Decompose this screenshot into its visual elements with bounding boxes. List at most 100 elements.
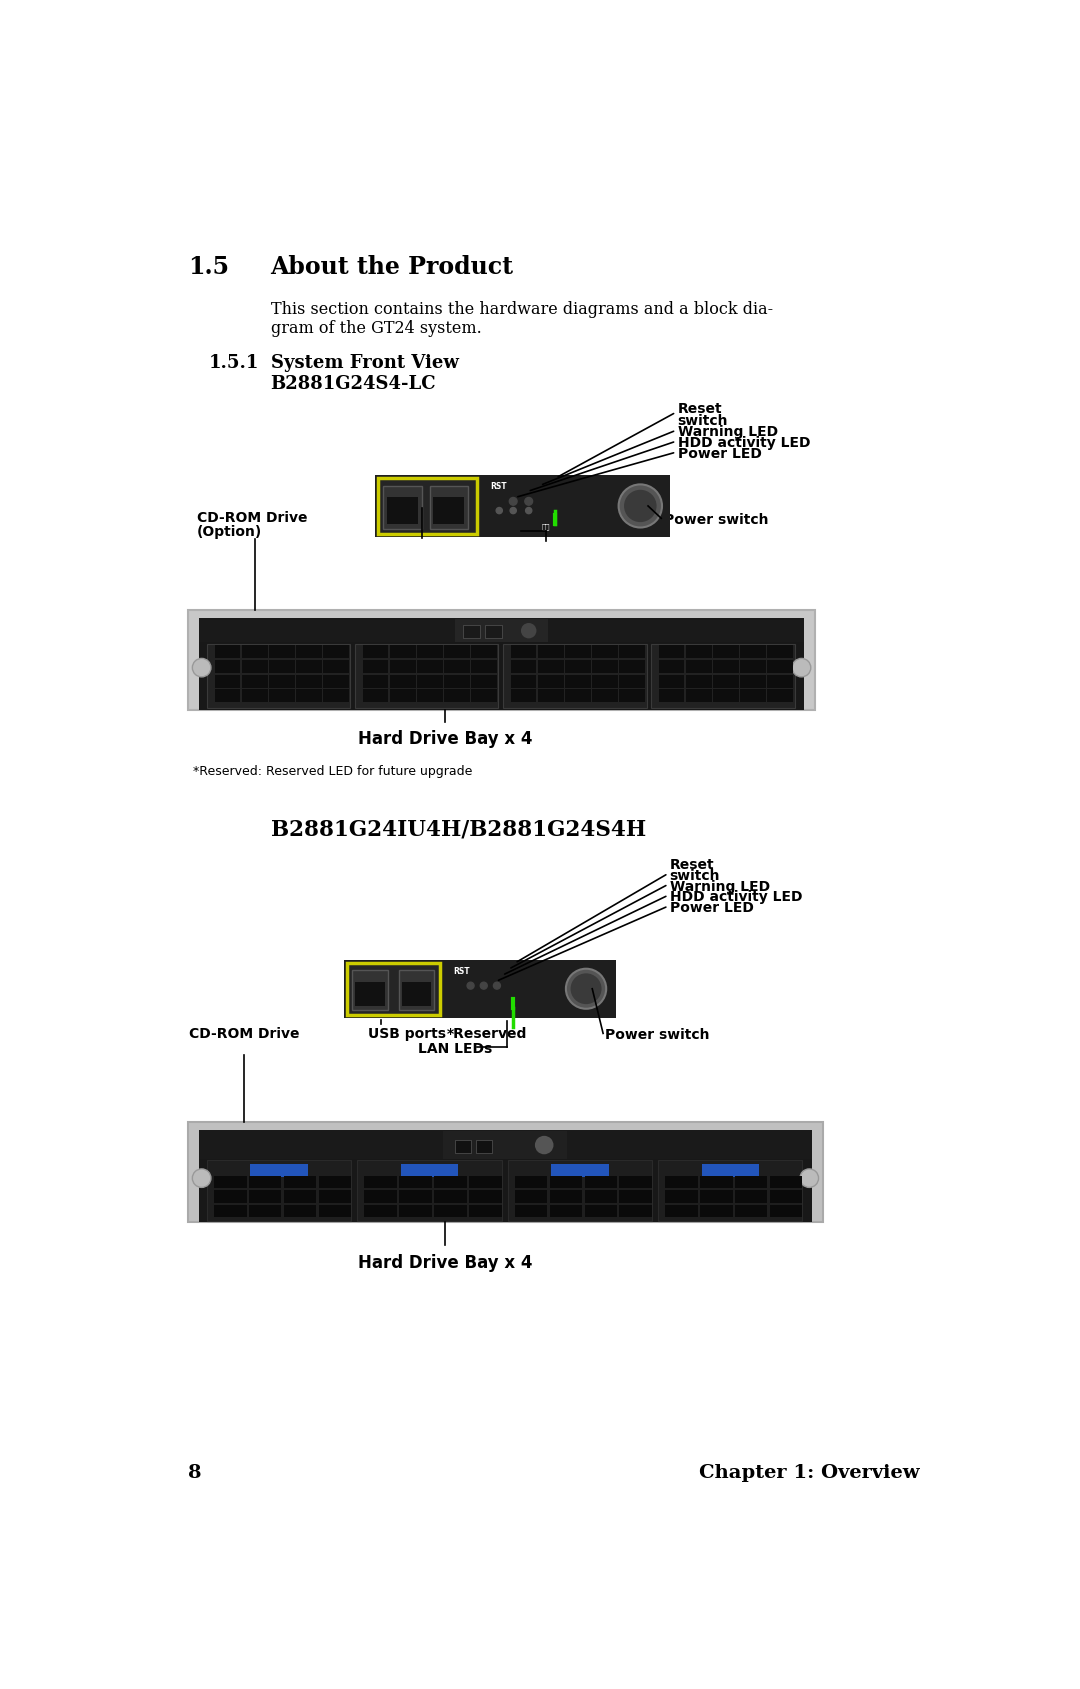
Bar xyxy=(363,676,389,687)
Bar xyxy=(347,964,440,1015)
Bar xyxy=(770,1206,802,1218)
Bar xyxy=(592,660,618,674)
Bar xyxy=(296,645,322,659)
Bar xyxy=(770,1191,802,1203)
Bar xyxy=(375,476,670,537)
Text: 1.5: 1.5 xyxy=(188,255,229,279)
Text: System Front View: System Front View xyxy=(271,353,459,372)
Bar xyxy=(551,1164,608,1177)
Bar xyxy=(740,660,766,674)
Circle shape xyxy=(535,1137,554,1155)
Bar xyxy=(323,689,349,703)
Text: Reset: Reset xyxy=(677,402,723,415)
Bar xyxy=(740,689,766,703)
Text: RST: RST xyxy=(490,481,507,491)
Bar xyxy=(444,1132,567,1159)
Bar xyxy=(200,1159,811,1223)
Text: Warning LED: Warning LED xyxy=(670,878,770,893)
Bar xyxy=(503,645,647,709)
Bar xyxy=(434,1176,467,1189)
Bar xyxy=(296,660,322,674)
Text: USB ports: USB ports xyxy=(367,1027,446,1040)
Circle shape xyxy=(510,508,516,515)
Bar xyxy=(363,645,389,659)
Bar xyxy=(434,1191,467,1203)
Bar xyxy=(363,689,389,703)
Bar xyxy=(355,983,384,1007)
Bar xyxy=(383,486,422,530)
Bar xyxy=(469,1176,501,1189)
Text: Hard Drive Bay x 4: Hard Drive Bay x 4 xyxy=(357,730,532,748)
Bar xyxy=(538,689,564,703)
Bar xyxy=(455,1140,471,1154)
Bar xyxy=(444,645,470,659)
Text: 1.5.1: 1.5.1 xyxy=(208,353,259,372)
Bar xyxy=(734,1191,768,1203)
Bar xyxy=(251,1164,308,1177)
Bar xyxy=(619,660,645,674)
Circle shape xyxy=(481,983,487,990)
Text: Power LED: Power LED xyxy=(670,900,754,914)
Bar xyxy=(200,1130,811,1159)
Text: gram of the GT24 system.: gram of the GT24 system. xyxy=(271,319,482,336)
Bar xyxy=(619,645,645,659)
Bar xyxy=(400,1176,432,1189)
Bar xyxy=(215,645,241,659)
Bar xyxy=(511,660,537,674)
Text: switch: switch xyxy=(670,868,720,882)
Bar xyxy=(686,660,712,674)
Bar xyxy=(390,660,416,674)
Text: About the Product: About the Product xyxy=(271,255,514,279)
Bar xyxy=(463,625,480,638)
Text: This section contains the hardware diagrams and a block dia-: This section contains the hardware diagr… xyxy=(271,301,773,318)
Bar xyxy=(592,689,618,703)
Bar xyxy=(471,645,497,659)
Bar xyxy=(768,645,793,659)
Bar xyxy=(471,660,497,674)
Bar xyxy=(400,1191,432,1203)
Bar xyxy=(713,676,739,687)
Bar xyxy=(455,620,548,644)
Bar xyxy=(214,1176,246,1189)
Bar xyxy=(700,1191,732,1203)
Text: Hard Drive Bay x 4: Hard Drive Bay x 4 xyxy=(357,1253,532,1272)
Bar xyxy=(770,1176,802,1189)
Bar xyxy=(248,1191,282,1203)
Bar xyxy=(387,498,418,525)
Bar xyxy=(734,1176,768,1189)
Bar xyxy=(242,660,268,674)
Bar xyxy=(511,676,537,687)
Bar xyxy=(357,1160,501,1221)
Text: ☄: ☄ xyxy=(444,461,454,471)
Circle shape xyxy=(570,975,602,1005)
Bar xyxy=(659,676,685,687)
Bar xyxy=(619,689,645,703)
Bar xyxy=(200,618,804,644)
Bar xyxy=(319,1206,351,1218)
Bar xyxy=(768,676,793,687)
Text: Warning LED: Warning LED xyxy=(677,426,778,439)
Text: LAN LEDs: LAN LEDs xyxy=(460,525,535,540)
Bar xyxy=(619,1206,652,1218)
Text: USB ports: USB ports xyxy=(406,510,484,525)
Bar xyxy=(538,660,564,674)
Bar xyxy=(659,645,685,659)
Bar xyxy=(207,1160,351,1221)
Bar xyxy=(284,1206,316,1218)
Text: B2881G24IU4H/B2881G24S4H: B2881G24IU4H/B2881G24S4H xyxy=(271,817,646,841)
Text: *Reserved: *Reserved xyxy=(488,510,568,525)
Bar xyxy=(364,1176,397,1189)
Text: CD-ROM Drive: CD-ROM Drive xyxy=(189,1027,300,1040)
Bar xyxy=(511,645,537,659)
Bar xyxy=(390,645,416,659)
Bar xyxy=(434,1206,467,1218)
Bar xyxy=(550,1206,582,1218)
Bar xyxy=(296,676,322,687)
Circle shape xyxy=(800,1169,819,1187)
Bar xyxy=(565,660,591,674)
Bar xyxy=(713,660,739,674)
Circle shape xyxy=(521,623,537,638)
Text: Power switch: Power switch xyxy=(606,1027,710,1042)
Bar xyxy=(485,625,501,638)
Bar xyxy=(242,676,268,687)
